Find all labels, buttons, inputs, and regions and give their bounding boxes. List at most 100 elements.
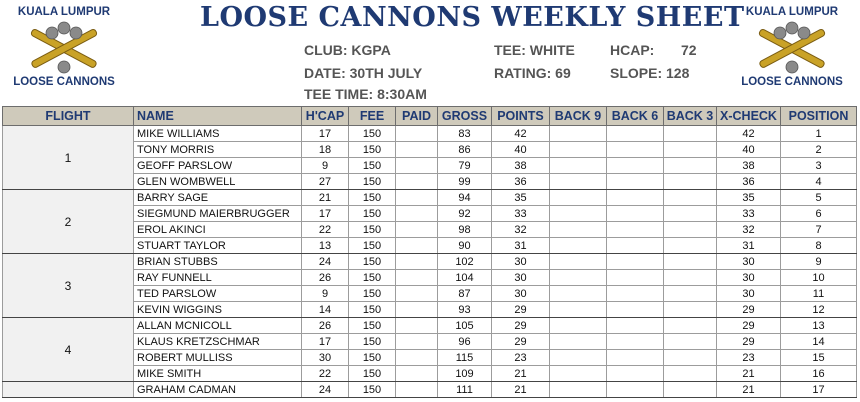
fee-cell[interactable]: 150: [348, 381, 396, 398]
xcheck-cell[interactable]: 36: [716, 173, 781, 190]
back9-cell[interactable]: [549, 205, 607, 222]
xcheck-cell[interactable]: 31: [716, 237, 781, 254]
points-cell[interactable]: 21: [491, 381, 550, 398]
back6-cell[interactable]: [606, 189, 664, 206]
name-cell[interactable]: EROL AKINCI: [133, 221, 302, 238]
hcap-cell[interactable]: 24: [301, 381, 349, 398]
name-cell[interactable]: TED PARSLOW: [133, 285, 302, 302]
xcheck-cell[interactable]: 29: [716, 317, 781, 334]
back9-cell[interactable]: [549, 365, 607, 382]
hcap-cell[interactable]: 17: [301, 333, 349, 350]
fee-cell[interactable]: 150: [348, 301, 396, 318]
hcap-cell[interactable]: 26: [301, 317, 349, 334]
points-cell[interactable]: 42: [491, 125, 550, 142]
points-cell[interactable]: 29: [491, 301, 550, 318]
fee-cell[interactable]: 150: [348, 141, 396, 158]
name-cell[interactable]: GRAHAM CADMAN: [133, 381, 302, 398]
xcheck-cell[interactable]: 38: [716, 157, 781, 174]
points-cell[interactable]: 21: [491, 365, 550, 382]
fee-cell[interactable]: 150: [348, 173, 396, 190]
name-cell[interactable]: ALLAN MCNICOLL: [133, 317, 302, 334]
back3-cell[interactable]: [663, 285, 717, 302]
back3-cell[interactable]: [663, 333, 717, 350]
back3-cell[interactable]: [663, 125, 717, 142]
back6-cell[interactable]: [606, 157, 664, 174]
fee-cell[interactable]: 150: [348, 157, 396, 174]
fee-cell[interactable]: 150: [348, 189, 396, 206]
back9-cell[interactable]: [549, 269, 607, 286]
points-cell[interactable]: 38: [491, 157, 550, 174]
gross-cell[interactable]: 96: [437, 333, 492, 350]
column-header-flight[interactable]: FLIGHT: [2, 106, 134, 126]
gross-cell[interactable]: 105: [437, 317, 492, 334]
back3-cell[interactable]: [663, 173, 717, 190]
fee-cell[interactable]: 150: [348, 285, 396, 302]
hcap-cell[interactable]: 13: [301, 237, 349, 254]
name-cell[interactable]: STUART TAYLOR: [133, 237, 302, 254]
paid-cell[interactable]: [395, 365, 438, 382]
gross-cell[interactable]: 104: [437, 269, 492, 286]
back3-cell[interactable]: [663, 317, 717, 334]
position-cell[interactable]: 10: [780, 269, 857, 286]
hcap-cell[interactable]: 27: [301, 173, 349, 190]
flight-cell[interactable]: 2: [2, 189, 134, 254]
position-cell[interactable]: 12: [780, 301, 857, 318]
back6-cell[interactable]: [606, 125, 664, 142]
paid-cell[interactable]: [395, 269, 438, 286]
back9-cell[interactable]: [549, 141, 607, 158]
back3-cell[interactable]: [663, 381, 717, 398]
gross-cell[interactable]: 83: [437, 125, 492, 142]
back3-cell[interactable]: [663, 253, 717, 270]
back3-cell[interactable]: [663, 221, 717, 238]
back6-cell[interactable]: [606, 285, 664, 302]
name-cell[interactable]: GEOFF PARSLOW: [133, 157, 302, 174]
column-header-name[interactable]: NAME: [133, 106, 302, 126]
points-cell[interactable]: 30: [491, 285, 550, 302]
fee-cell[interactable]: 150: [348, 333, 396, 350]
xcheck-cell[interactable]: 33: [716, 205, 781, 222]
hcap-cell[interactable]: 21: [301, 189, 349, 206]
name-cell[interactable]: BARRY SAGE: [133, 189, 302, 206]
back6-cell[interactable]: [606, 317, 664, 334]
xcheck-cell[interactable]: 30: [716, 269, 781, 286]
paid-cell[interactable]: [395, 125, 438, 142]
gross-cell[interactable]: 99: [437, 173, 492, 190]
hcap-cell[interactable]: 9: [301, 285, 349, 302]
column-header-points[interactable]: POINTS: [491, 106, 550, 126]
back6-cell[interactable]: [606, 381, 664, 398]
paid-cell[interactable]: [395, 333, 438, 350]
fee-cell[interactable]: 150: [348, 253, 396, 270]
paid-cell[interactable]: [395, 317, 438, 334]
position-cell[interactable]: 9: [780, 253, 857, 270]
position-cell[interactable]: 8: [780, 237, 857, 254]
back9-cell[interactable]: [549, 381, 607, 398]
hcap-cell[interactable]: 9: [301, 157, 349, 174]
xcheck-cell[interactable]: 30: [716, 285, 781, 302]
fee-cell[interactable]: 150: [348, 205, 396, 222]
xcheck-cell[interactable]: 32: [716, 221, 781, 238]
gross-cell[interactable]: 87: [437, 285, 492, 302]
name-cell[interactable]: SIEGMUND MAIERBRUGGER: [133, 205, 302, 222]
back3-cell[interactable]: [663, 141, 717, 158]
hcap-cell[interactable]: 22: [301, 221, 349, 238]
points-cell[interactable]: 30: [491, 253, 550, 270]
position-cell[interactable]: 15: [780, 349, 857, 366]
back3-cell[interactable]: [663, 189, 717, 206]
column-header-position[interactable]: POSITION: [780, 106, 857, 126]
name-cell[interactable]: TONY MORRIS: [133, 141, 302, 158]
position-cell[interactable]: 6: [780, 205, 857, 222]
position-cell[interactable]: 3: [780, 157, 857, 174]
back3-cell[interactable]: [663, 349, 717, 366]
back9-cell[interactable]: [549, 317, 607, 334]
column-header-gross[interactable]: GROSS: [437, 106, 492, 126]
hcap-cell[interactable]: 17: [301, 125, 349, 142]
xcheck-cell[interactable]: 21: [716, 365, 781, 382]
position-cell[interactable]: 17: [780, 381, 857, 398]
gross-cell[interactable]: 115: [437, 349, 492, 366]
back6-cell[interactable]: [606, 253, 664, 270]
fee-cell[interactable]: 150: [348, 125, 396, 142]
paid-cell[interactable]: [395, 173, 438, 190]
gross-cell[interactable]: 109: [437, 365, 492, 382]
gross-cell[interactable]: 94: [437, 189, 492, 206]
back6-cell[interactable]: [606, 237, 664, 254]
